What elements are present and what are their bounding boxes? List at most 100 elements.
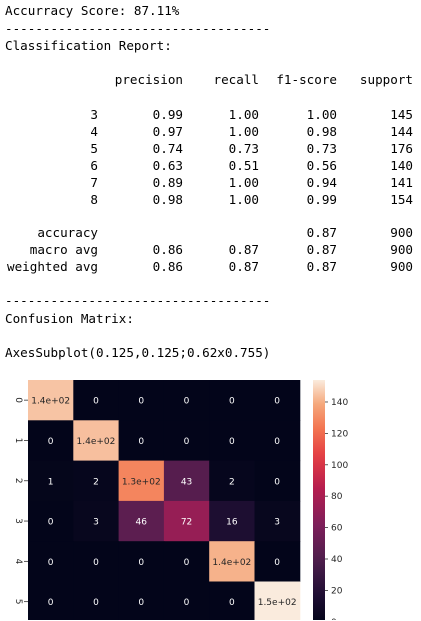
classification-report-title: Classification Report: [5, 38, 172, 53]
report-summary-support: 900 [390, 225, 413, 240]
heatmap-cell-label: 46 [136, 518, 148, 528]
heatmap-cell-label: 0 [93, 397, 99, 407]
heatmap-cell-label: 0 [48, 518, 54, 528]
report-cell-f1: 0.73 [306, 140, 337, 156]
report-cell-recall: 1.00 [228, 123, 259, 139]
heatmap-cell [73, 380, 120, 421]
y-tick-label: 5 [13, 599, 23, 605]
colorbar-tick-label: 20 [331, 586, 343, 596]
report-row-label: 8 [90, 191, 98, 207]
report-summary-f1: 0.87 [306, 242, 337, 257]
heatmap-cell-label: 3 [274, 518, 280, 528]
axes-subplot-repr: AxesSubplot(0.125,0.125;0.62x0.755) [5, 345, 271, 360]
heatmap-cell [28, 541, 74, 582]
report-summary-f1: 0.87 [306, 259, 337, 274]
report-cell-support: 176 [390, 140, 413, 156]
heatmap-cell [28, 500, 74, 542]
heatmap-cell [118, 460, 165, 502]
heatmap-cell [254, 380, 301, 421]
heatmap-cell [209, 460, 255, 502]
heatmap-cell [254, 541, 301, 582]
heatmap-cell [28, 460, 74, 502]
colorbar-tick-label: 60 [331, 524, 343, 534]
report-cell-f1: 0.98 [306, 123, 337, 139]
y-tick-label: 1 [13, 438, 23, 444]
y-tick-label: 3 [13, 518, 23, 524]
report-cell-precision: 0.98 [152, 191, 183, 207]
heatmap-cell-label: 72 [181, 518, 192, 528]
report-row-label: 6 [90, 157, 98, 173]
heatmap-cell-label: 0 [229, 437, 235, 447]
report-cell-f1: 0.56 [306, 157, 337, 173]
heatmap-cell-label: 0 [184, 598, 190, 608]
heatmap-cell [73, 420, 120, 462]
report-summary-recall: 0.87 [228, 259, 259, 274]
heatmap-cell-label: 1.3e+02 [122, 477, 161, 487]
heatmap-cell-label: 1.4e+02 [77, 437, 116, 447]
y-tick-label: 4 [13, 558, 23, 564]
heatmap-cell [209, 420, 255, 462]
report-cell-recall: 0.73 [228, 140, 259, 156]
heatmap-cell-label: 3 [93, 518, 99, 528]
heatmap-cell-label: 0 [48, 598, 54, 608]
report-cell-f1: 0.94 [306, 174, 337, 190]
report-summary-precision: 0.86 [152, 259, 183, 274]
colorbar [313, 380, 325, 620]
heatmap-cell-label: 0 [229, 397, 235, 407]
heatmap-cell-label: 0 [229, 598, 235, 608]
report-cell-recall: 1.00 [228, 107, 259, 122]
report-cell-precision: 0.63 [152, 157, 183, 173]
report-summary-recall: 0.87 [228, 242, 259, 257]
colorbar-tick-label: 0 [331, 618, 337, 620]
report-summary-f1: 0.87 [306, 225, 337, 240]
heatmap-cell [73, 460, 120, 502]
heatmap-cell [118, 500, 165, 542]
heatmap-cell-label: 0 [274, 477, 280, 487]
report-header-f1: f1-score [276, 72, 337, 87]
heatmap-cell [163, 460, 210, 502]
y-tick-label: 0 [13, 397, 23, 403]
heatmap-cell-label: 0 [48, 437, 54, 447]
report-cell-support: 141 [390, 174, 413, 190]
accuracy-score-line: Accurracy Score: 87.11% [5, 3, 180, 18]
colorbar-tick-label: 140 [331, 398, 348, 408]
report-cell-recall: 1.00 [228, 191, 259, 207]
colorbar-tick-label: 40 [331, 555, 343, 565]
heatmap-cell [118, 541, 165, 582]
heatmap-cell-label: 16 [226, 518, 238, 528]
heatmap-cell-label: 1.4e+02 [212, 558, 251, 568]
report-summary-label: macro avg [29, 242, 98, 257]
heatmap-cell [73, 581, 120, 620]
report-cell-support: 140 [390, 157, 413, 173]
report-header-precision: precision [114, 72, 183, 87]
report-cell-precision: 0.74 [152, 140, 183, 156]
heatmap-cell [163, 420, 210, 462]
heatmap-cell [254, 581, 301, 620]
heatmap-cell [209, 581, 255, 620]
heatmap-cell-label: 0 [184, 558, 190, 568]
heatmap-cell [209, 380, 255, 421]
report-header-support: support [359, 72, 413, 87]
heatmap-cell-label: 0 [274, 437, 280, 447]
heatmap-cell-label: 0 [138, 558, 144, 568]
report-cell-precision: 0.89 [152, 174, 183, 190]
heatmap-cell [163, 541, 210, 582]
report-summary-support: 900 [390, 259, 413, 274]
report-cell-f1: 0.99 [306, 191, 337, 207]
report-cell-support: 154 [390, 191, 413, 207]
heatmap-cell-label: 2 [229, 477, 235, 487]
report-summary-label: accuracy [37, 225, 98, 240]
heatmap-cell [118, 420, 165, 462]
heatmap-cell-label: 0 [184, 397, 190, 407]
report-cell-recall: 0.51 [228, 157, 259, 173]
heatmap-cell [118, 380, 165, 421]
heatmap-cell-label: 0 [138, 598, 144, 608]
heatmap-cell-label: 0 [274, 558, 280, 568]
heatmap-cell-label: 1.4e+02 [31, 397, 70, 407]
divider-bottom: ----------------------------------- [5, 293, 271, 308]
report-header-recall: recall [213, 72, 260, 87]
report-cell-support: 145 [390, 107, 413, 122]
heatmap-cell-label: 1 [48, 477, 54, 487]
report-row-label: 5 [90, 140, 98, 156]
heatmap-cell [163, 581, 210, 620]
